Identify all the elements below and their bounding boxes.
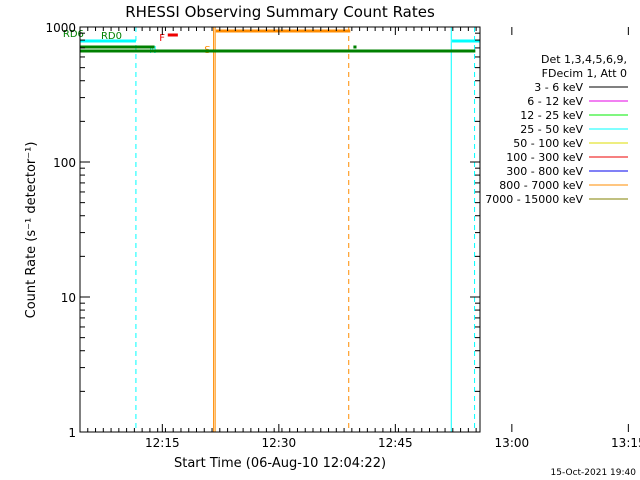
- x-tick-label: 12:15: [145, 436, 180, 450]
- x-tick-label: 12:30: [262, 436, 297, 450]
- legend-entry-label: 25 - 50 keV: [520, 123, 583, 136]
- flag-label-f: F: [159, 33, 165, 44]
- legend-entry-label: 3 - 6 keV: [534, 81, 583, 94]
- plot-frame: [79, 26, 481, 433]
- y-tick-label: 1: [68, 426, 76, 440]
- legend-entry-label: 100 - 300 keV: [506, 151, 583, 164]
- flag-label-rd0: RD0: [101, 31, 122, 42]
- x-tick-label: 13:15: [611, 436, 640, 450]
- x-tick-label: 13:00: [495, 436, 530, 450]
- legend-entry-label: 6 - 12 keV: [527, 95, 583, 108]
- legend-entry-label: 800 - 7000 keV: [499, 179, 583, 192]
- flag-label-rd6: RD6: [63, 29, 84, 40]
- legend-header-line: FDecim 1, Att 0: [542, 67, 627, 80]
- y-axis-label: Count Rate (s⁻¹ detector⁻¹): [24, 142, 39, 319]
- legend-entry-label: 7000 - 15000 keV: [485, 193, 583, 206]
- generation-timestamp: 15-Oct-2021 19:40: [551, 468, 637, 478]
- y-tick-label: 10: [61, 291, 76, 305]
- chart-title: RHESSI Observing Summary Count Rates: [125, 3, 435, 21]
- legend-header-line: Det 1,3,4,5,6,9,: [541, 53, 627, 66]
- legend-entry-label: 300 - 800 keV: [506, 165, 583, 178]
- legend-entry-label: 12 - 25 keV: [520, 109, 583, 122]
- legend-entry-label: 50 - 100 keV: [513, 137, 583, 150]
- x-tick-label: 12:45: [378, 436, 413, 450]
- x-axis-label: Start Time (06-Aug-10 12:04:22): [174, 456, 386, 471]
- y-tick-label: 1000: [45, 21, 76, 35]
- y-tick-label: 100: [53, 156, 76, 170]
